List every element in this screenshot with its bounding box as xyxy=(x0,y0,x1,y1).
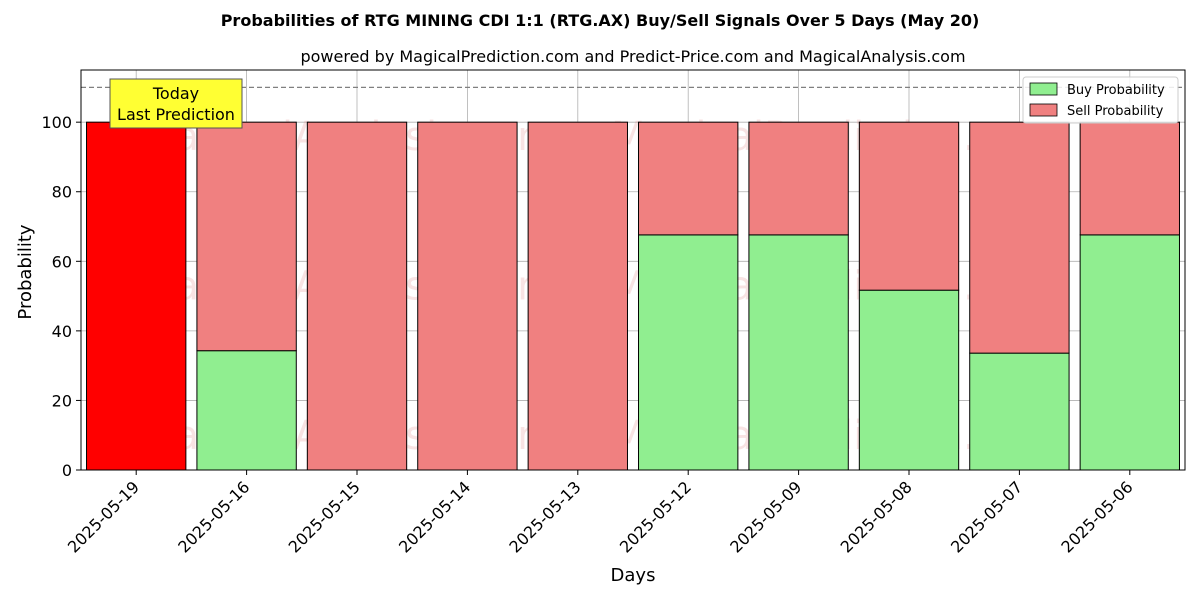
bar-sell xyxy=(858,121,960,291)
annotation-line-2: Last Prediction xyxy=(117,105,235,124)
bar-buy xyxy=(858,289,960,471)
bar-sell xyxy=(638,121,739,236)
today-annotation: Today Last Prediction xyxy=(109,78,243,129)
x-axis-label: Days xyxy=(611,565,656,586)
legend-swatch-buy xyxy=(1029,82,1058,96)
bar-buy xyxy=(748,234,849,471)
bar-sell xyxy=(527,121,628,471)
x-tick-label: 2025-05-15 xyxy=(285,477,364,556)
bar-buy xyxy=(196,350,297,471)
y-tick-label: 60 xyxy=(52,252,72,271)
y-tick-label: 20 xyxy=(52,391,72,410)
x-axis-ticks: 2025-05-19 2025-05-16 2025-05-15 2025-05-14… xyxy=(64,470,1137,557)
bar-sell xyxy=(306,121,408,471)
x-tick-label: 2025-05-13 xyxy=(505,477,584,556)
x-tick-label: 2025-05-07 xyxy=(947,477,1026,556)
y-axis-ticks: 0 20 40 60 80 100 xyxy=(41,113,81,480)
annotation-line-1: Today xyxy=(152,84,199,103)
chart-title: Probabilities of RTG MINING CDI 1:1 (RTG… xyxy=(221,11,980,30)
annotation-box xyxy=(109,78,243,129)
x-tick-label: 2025-05-06 xyxy=(1057,477,1136,556)
y-tick-label: 0 xyxy=(62,461,72,480)
x-tick-label: 2025-05-14 xyxy=(395,477,474,556)
x-tick-label: 2025-05-08 xyxy=(837,477,916,556)
chart-subtitle: powered by MagicalPrediction.com and Pre… xyxy=(300,47,965,66)
x-tick-label: 2025-05-09 xyxy=(726,477,805,556)
bar-sell xyxy=(196,121,297,352)
legend-label-sell: Sell Probability xyxy=(1067,104,1164,119)
y-tick-label: 80 xyxy=(52,183,72,202)
y-tick-label: 100 xyxy=(41,113,72,132)
x-tick-label: 2025-05-12 xyxy=(616,477,695,556)
bars xyxy=(86,121,1180,471)
legend-swatch-sell xyxy=(1029,103,1058,117)
plot-frame xyxy=(80,69,1186,471)
bar-sell xyxy=(1079,121,1180,236)
legend: Buy Probability Sell Probability xyxy=(1022,76,1179,124)
bar-sell xyxy=(748,121,849,236)
bar-sell xyxy=(969,121,1070,354)
bar-buy xyxy=(638,234,739,471)
x-tick-label: 2025-05-16 xyxy=(174,477,253,556)
bar-sell xyxy=(86,121,187,471)
y-axis-label: Probability xyxy=(15,224,36,319)
bar-buy xyxy=(1079,234,1180,471)
bar-sell xyxy=(417,121,518,471)
legend-frame xyxy=(1022,76,1179,124)
y-tick-label: 40 xyxy=(52,322,72,341)
legend-label-buy: Buy Probability xyxy=(1067,83,1165,98)
bar-buy xyxy=(969,352,1070,471)
x-tick-label: 2025-05-19 xyxy=(64,477,143,556)
